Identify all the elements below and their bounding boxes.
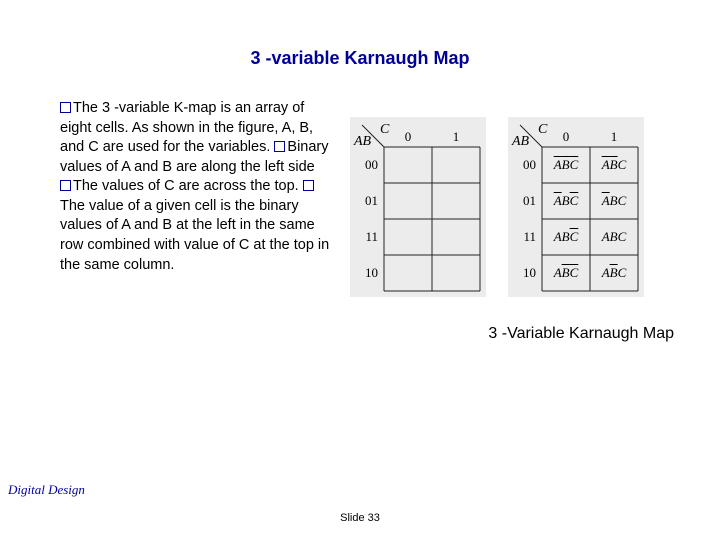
kmap-cell: ABC bbox=[590, 183, 638, 219]
bullet-text: The 3 -variable K-map is an array of eig… bbox=[60, 99, 330, 297]
kmap-left: ABC0100011110 bbox=[350, 117, 486, 297]
svg-text:11: 11 bbox=[523, 229, 536, 244]
svg-text:AB: AB bbox=[511, 134, 530, 149]
kmap-right: ABC0100011110ABCABCABCABCABCABCABCABC bbox=[508, 117, 644, 297]
svg-text:10: 10 bbox=[523, 265, 536, 280]
slide-title: 3 -variable Karnaugh Map bbox=[0, 0, 720, 69]
bullet-square-icon bbox=[303, 180, 314, 191]
svg-text:01: 01 bbox=[365, 193, 378, 208]
bullet-square-icon bbox=[60, 102, 71, 113]
bullet-square-icon bbox=[60, 180, 71, 191]
kmap-cell: ABC bbox=[590, 219, 638, 255]
kmap-cell: ABC bbox=[542, 183, 590, 219]
svg-text:C: C bbox=[380, 122, 390, 137]
svg-text:0: 0 bbox=[563, 129, 570, 144]
svg-text:C: C bbox=[538, 122, 548, 137]
slide-number: Slide 33 bbox=[0, 512, 720, 524]
svg-text:10: 10 bbox=[365, 265, 378, 280]
bullet-square-icon bbox=[274, 141, 285, 152]
figures: ABC0100011110 ABC0100011110ABCABCABCABCA… bbox=[330, 99, 690, 297]
kmap-cell: ABC bbox=[542, 255, 590, 291]
svg-text:00: 00 bbox=[365, 157, 378, 172]
svg-text:1: 1 bbox=[611, 129, 618, 144]
svg-text:00: 00 bbox=[523, 157, 536, 172]
svg-text:11: 11 bbox=[365, 229, 378, 244]
svg-text:1: 1 bbox=[453, 129, 460, 144]
kmap-cell: ABC bbox=[590, 255, 638, 291]
kmap-cell: ABC bbox=[542, 219, 590, 255]
svg-text:01: 01 bbox=[523, 193, 536, 208]
content-area: The 3 -variable K-map is an array of eig… bbox=[0, 69, 720, 297]
svg-text:0: 0 bbox=[405, 129, 412, 144]
kmap-cell: ABC bbox=[590, 147, 638, 183]
svg-text:AB: AB bbox=[353, 134, 372, 149]
footer-brand: Digital Design bbox=[8, 482, 85, 498]
figure-caption: 3 -Variable Karnaugh Map bbox=[0, 297, 720, 343]
kmap-cell: ABC bbox=[542, 147, 590, 183]
